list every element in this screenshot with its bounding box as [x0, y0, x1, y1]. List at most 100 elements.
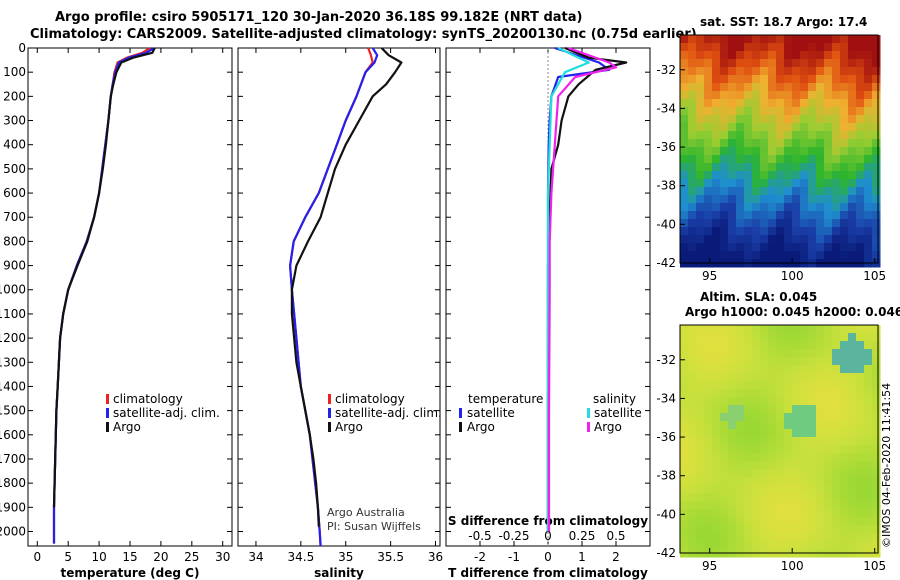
- map-cell: [848, 477, 857, 486]
- map-cell: [864, 163, 873, 172]
- map-cell: [720, 163, 729, 172]
- map-cell: [864, 75, 873, 84]
- map-cell: [832, 501, 841, 510]
- map-cell: [736, 413, 745, 422]
- map-cell: [840, 533, 849, 542]
- map-cell: [752, 43, 761, 52]
- map-cell: [680, 461, 689, 470]
- map-cell: [784, 437, 793, 446]
- map-cell: [808, 501, 817, 510]
- map-cell: [776, 179, 785, 188]
- map-cell: [776, 453, 785, 462]
- map-cell: [704, 187, 713, 196]
- map-cell: [848, 75, 857, 84]
- map-cell: [728, 517, 737, 526]
- map-cell: [688, 187, 697, 196]
- map-cell: [832, 485, 841, 494]
- map-cell: [760, 461, 769, 470]
- map-cell: [840, 251, 849, 260]
- map-cell: [776, 493, 785, 502]
- map-cell: [752, 179, 761, 188]
- map-cell: [856, 131, 865, 140]
- y-tick-label: 1600: [0, 428, 26, 442]
- map-cell: [776, 413, 785, 422]
- y-tick-label: 1400: [0, 379, 26, 393]
- map-cell: [792, 517, 801, 526]
- map-cell: [744, 517, 753, 526]
- map-cell: [792, 541, 801, 550]
- map-cell: [792, 179, 801, 188]
- map-cell: [728, 445, 737, 454]
- map-cell: [752, 509, 761, 518]
- map-cell: [848, 485, 857, 494]
- map-cell: [832, 469, 841, 478]
- map-cell: [840, 219, 849, 228]
- map-cell: [712, 357, 721, 366]
- map-cell: [824, 341, 833, 350]
- map-cell: [760, 325, 769, 334]
- map-cell: [696, 341, 705, 350]
- map-cell: [808, 349, 817, 358]
- map-cell: [736, 517, 745, 526]
- map-cell: [800, 541, 809, 550]
- map-cell: [688, 179, 697, 188]
- map-cell: [808, 373, 817, 382]
- map-cell: [832, 131, 841, 140]
- map-cell: [704, 413, 713, 422]
- map-cell: [744, 325, 753, 334]
- map-cell: [728, 501, 737, 510]
- map-cell: [800, 373, 809, 382]
- map-cell: [696, 115, 705, 124]
- map-cell: [848, 91, 857, 100]
- map-cell: [792, 107, 801, 116]
- map-cell: [736, 59, 745, 68]
- map-cell: [704, 357, 713, 366]
- map-cell: [712, 541, 721, 550]
- map-cell: [792, 333, 801, 342]
- map-cell: [848, 437, 857, 446]
- map-cell: [712, 469, 721, 478]
- map-cell: [720, 179, 729, 188]
- map-cell: [712, 43, 721, 52]
- map-cell: [760, 83, 769, 92]
- map-cell: [864, 453, 873, 462]
- map-cell: [784, 83, 793, 92]
- map-cell: [680, 509, 689, 518]
- map-cell: [848, 251, 857, 260]
- map-cell: [712, 75, 721, 84]
- map-cell: [744, 493, 753, 502]
- y-tick-label: 1200: [0, 331, 26, 345]
- map-cell: [752, 187, 761, 196]
- map-cell: [840, 67, 849, 76]
- map-cell: [808, 525, 817, 534]
- map-cell: [872, 413, 881, 422]
- map-cell: [816, 397, 825, 406]
- map-cell: [688, 469, 697, 478]
- map-cell: [864, 445, 873, 454]
- chart-title-line1: Argo profile: csiro 5905171_120 30-Jan-2…: [55, 10, 583, 25]
- map-cell: [768, 429, 777, 438]
- map-cell: [760, 333, 769, 342]
- map-cell: [800, 107, 809, 116]
- map-cell: [824, 107, 833, 116]
- map-cell: [848, 493, 857, 502]
- map-cell: [840, 35, 849, 44]
- map-cell: [856, 517, 865, 526]
- map-cell: [696, 533, 705, 542]
- map-cell: [696, 389, 705, 398]
- map-cell: [768, 227, 777, 236]
- map-cell: [856, 43, 865, 52]
- map-cell: [760, 187, 769, 196]
- map-cell: [808, 51, 817, 60]
- map-cell: [784, 429, 793, 438]
- map-cell: [712, 107, 721, 116]
- map-cell: [784, 421, 793, 430]
- map-cell: [768, 107, 777, 116]
- map-cell: [872, 509, 881, 518]
- map-cell: [864, 67, 873, 76]
- map-cell: [856, 203, 865, 212]
- map-cell: [784, 357, 793, 366]
- map-cell: [736, 171, 745, 180]
- map-cell: [680, 357, 689, 366]
- map-cell: [800, 235, 809, 244]
